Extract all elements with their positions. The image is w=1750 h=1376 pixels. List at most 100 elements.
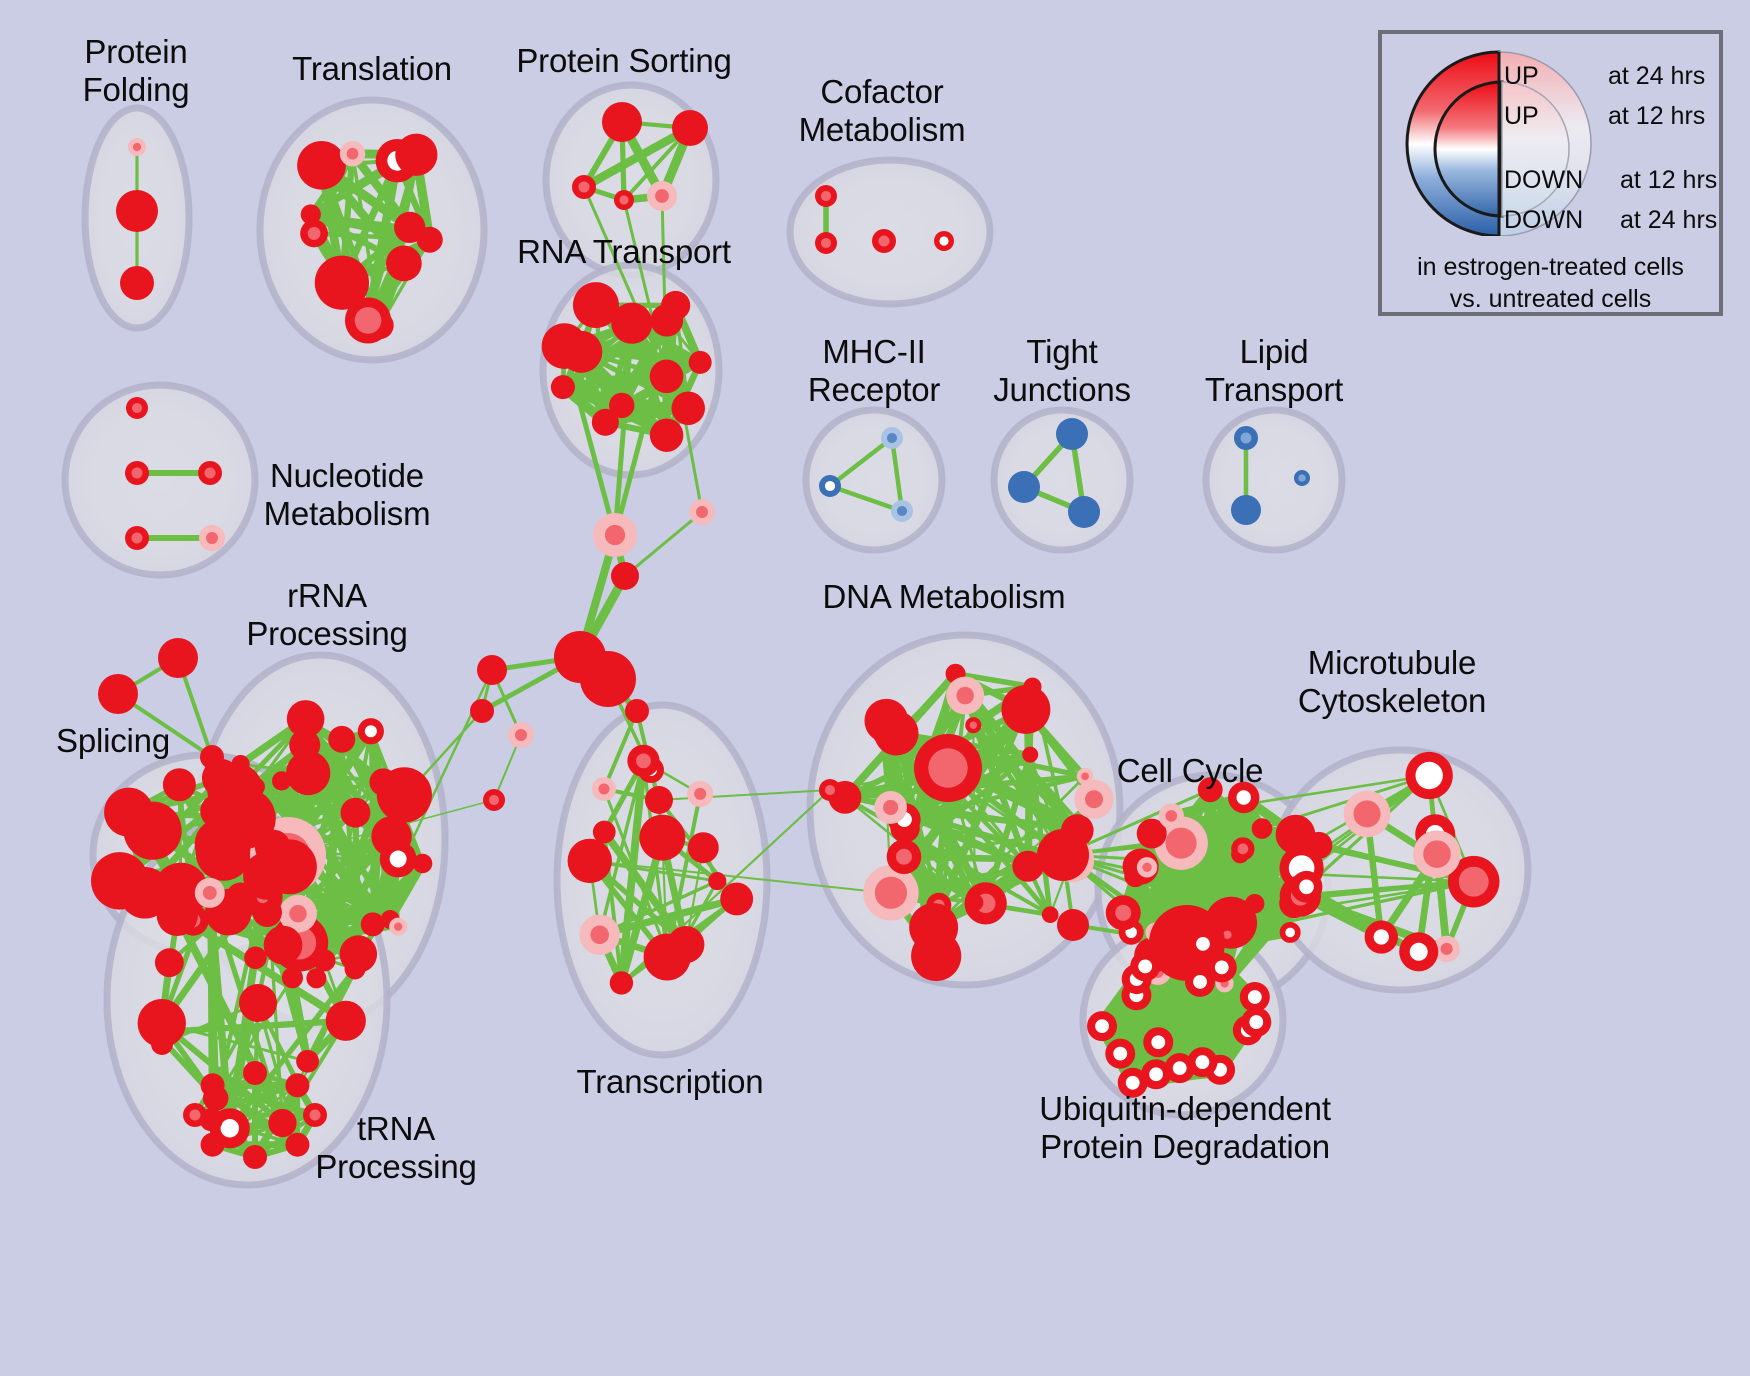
network-node <box>344 958 366 980</box>
network-node <box>1241 1007 1272 1038</box>
network-node <box>376 767 432 823</box>
network-node <box>263 925 303 965</box>
network-edge <box>602 787 673 965</box>
network-node <box>1364 920 1398 954</box>
network-node <box>863 865 919 921</box>
network-node <box>611 562 639 590</box>
network-edge <box>952 671 1036 690</box>
network-node <box>360 912 385 937</box>
network-node <box>379 840 417 878</box>
network-edge <box>612 320 635 538</box>
network-node <box>1290 870 1323 903</box>
network-node <box>98 674 138 714</box>
network-edge <box>253 784 358 816</box>
network-node <box>1187 1047 1218 1078</box>
network-edge <box>1169 774 1431 818</box>
cluster-label-dna-metabolism: DNA Metabolism <box>822 578 1066 615</box>
network-node <box>579 914 620 955</box>
network-node <box>1447 855 1500 908</box>
network-node <box>645 786 673 814</box>
network-node <box>154 948 184 978</box>
cluster-label-microtubule: Microtubule Cytoskeleton <box>1297 644 1487 719</box>
network-edge <box>582 185 669 378</box>
network-node <box>477 655 507 685</box>
network-edge <box>617 833 667 987</box>
network-node <box>1001 684 1051 734</box>
network-node <box>90 852 149 910</box>
network-node <box>819 475 841 497</box>
network-node <box>200 745 224 769</box>
network-node <box>1231 495 1261 525</box>
network-edge <box>882 732 1065 857</box>
network-edge <box>617 756 648 987</box>
network-edge <box>827 435 895 489</box>
cluster-label-nucleotide: Nucleotide Metabolism <box>263 457 431 532</box>
network-node <box>671 391 706 426</box>
network-edge <box>612 302 679 538</box>
network-node <box>314 255 370 310</box>
network-node <box>1141 1059 1172 1090</box>
network-node <box>541 323 588 369</box>
cluster-ellipse-lipid-transport <box>1202 406 1346 554</box>
cluster-label-translation: Translation <box>292 50 452 87</box>
network-node <box>609 971 634 995</box>
network-edge <box>1121 865 1304 915</box>
network-node <box>126 397 148 419</box>
network-node <box>934 231 954 251</box>
network-node <box>199 525 225 551</box>
cluster-label-mhc-ii: MHC-II Receptor <box>807 333 941 408</box>
network-edge <box>658 789 831 801</box>
network-node <box>470 699 494 723</box>
network-node <box>125 461 149 485</box>
network-node <box>1068 496 1100 528</box>
legend-time-down24: at 24 hrs <box>1620 206 1718 234</box>
network-node <box>639 814 686 861</box>
legend-footer-line1: in estrogen-treated cells <box>1417 253 1684 281</box>
network-node <box>1185 966 1216 997</box>
network-node <box>1076 821 1094 838</box>
network-node <box>1294 470 1310 486</box>
legend-time-down12: at 12 hrs <box>1620 166 1718 194</box>
network-node <box>214 788 276 849</box>
network-node <box>123 801 182 860</box>
network-node <box>946 676 985 715</box>
cluster-label-rrna-processing: rRNA Processing <box>246 577 408 652</box>
cluster-label-cofactor: Cofactor Metabolism <box>798 73 966 148</box>
legend-time-up12: at 12 hrs <box>1608 102 1706 130</box>
network-edge <box>214 976 294 1100</box>
network-node <box>1197 777 1223 803</box>
network-node <box>1041 906 1059 924</box>
network-node <box>357 718 384 745</box>
network-node <box>580 651 636 707</box>
network-node <box>394 211 426 244</box>
legend-dir-down12: DOWN <box>1504 166 1584 194</box>
network-node <box>386 245 422 282</box>
network-node <box>340 797 371 828</box>
network-node <box>881 427 903 449</box>
network-node <box>303 1103 327 1127</box>
legend-time-up24: at 24 hrs <box>1608 62 1706 90</box>
network-edge <box>308 212 412 230</box>
network-node <box>886 839 922 875</box>
network-node <box>611 302 653 344</box>
network-node <box>592 777 616 801</box>
network-edge <box>363 156 402 325</box>
network-node <box>1187 928 1218 959</box>
cluster-label-transcription: Transcription <box>576 1063 764 1100</box>
network-node <box>1433 935 1460 963</box>
network-node <box>325 1000 366 1041</box>
network-node <box>339 141 366 167</box>
network-node <box>239 984 277 1022</box>
network-node <box>1399 932 1439 972</box>
network-node <box>395 133 438 176</box>
network-node <box>891 500 913 522</box>
network-node <box>156 894 198 937</box>
network-node <box>1239 982 1270 1013</box>
network-edge <box>597 759 646 937</box>
network-edge <box>623 510 704 578</box>
network-node <box>672 110 708 146</box>
network-node <box>116 190 158 232</box>
network-node <box>268 1108 297 1138</box>
network-node <box>572 282 619 329</box>
